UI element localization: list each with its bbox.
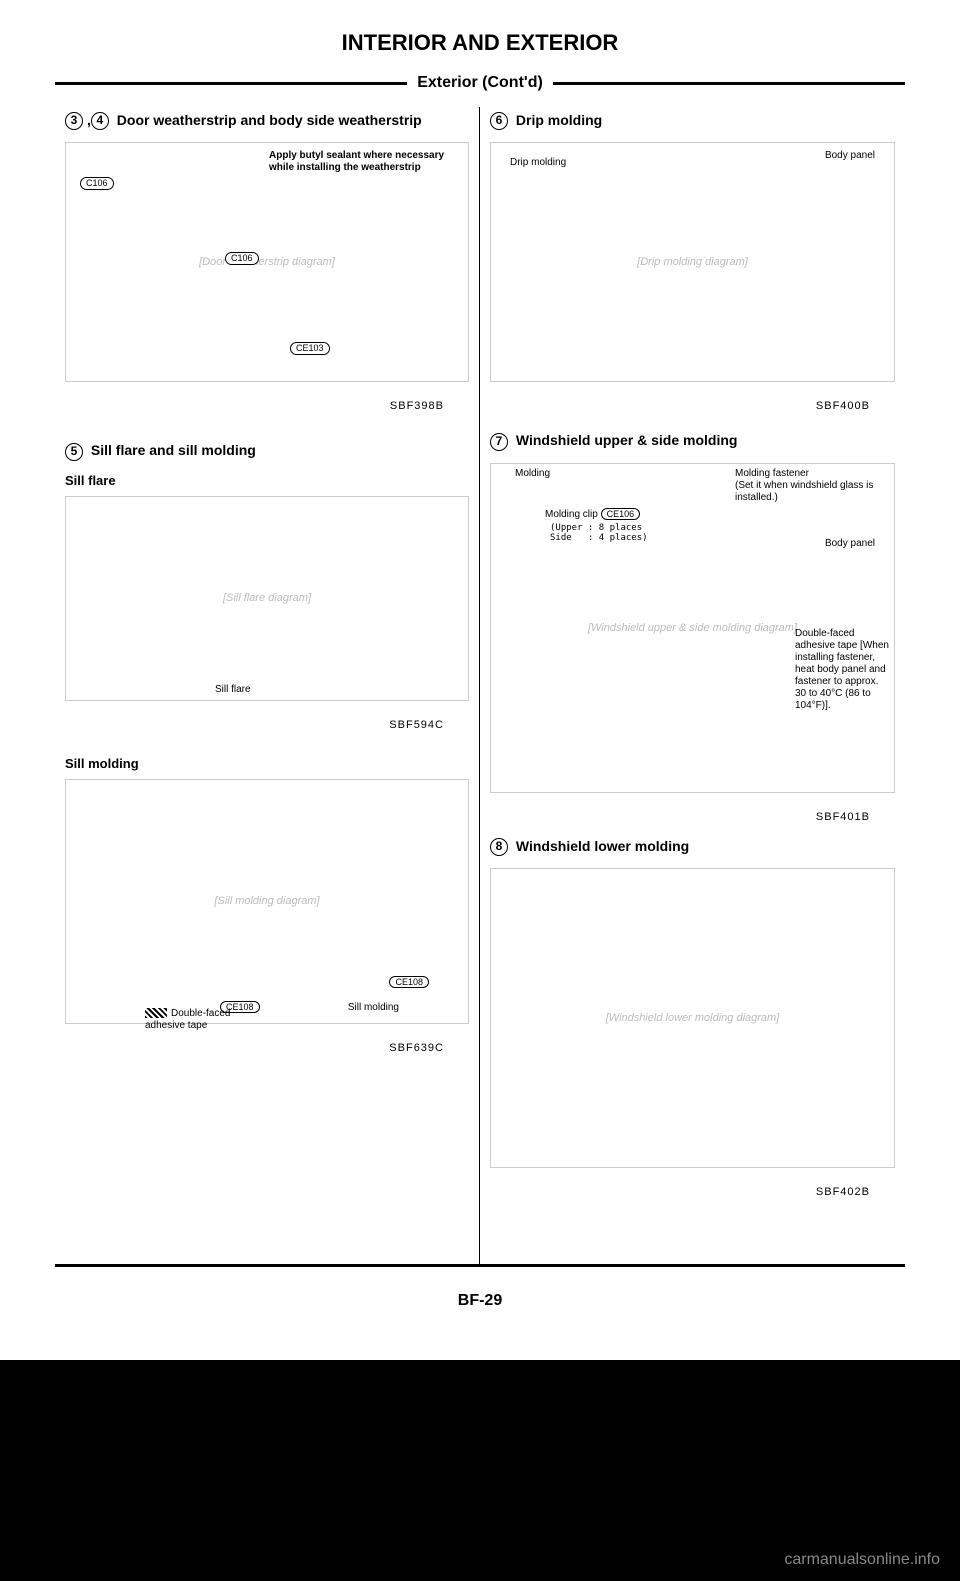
sub-sill-flare: Sill flare: [65, 473, 469, 488]
figure-drip: [Drip molding diagram] Drip molding Body…: [490, 142, 895, 392]
label-body-panel-6: Body panel: [825, 150, 875, 162]
section-34-title: 3,4 Door weatherstrip and body side weat…: [65, 112, 469, 130]
label-body-panel-7: Body panel: [825, 538, 875, 550]
page-number: BF-29: [55, 1292, 905, 1310]
fig-code-401b: SBF401B: [490, 811, 895, 823]
section-7-text: Windshield upper & side molding: [516, 432, 738, 448]
section-8-text: Windshield lower molding: [516, 838, 689, 854]
circled-7: 7: [490, 433, 508, 451]
section-5-title: 5 Sill flare and sill molding: [65, 442, 469, 460]
circled-5: 5: [65, 443, 83, 461]
sub-sill-molding: Sill molding: [65, 756, 469, 771]
subtitle: Exterior (Cont'd): [407, 74, 553, 92]
section-6-title: 6 Drip molding: [490, 112, 895, 130]
figure-drip-image: [Drip molding diagram]: [490, 142, 895, 382]
figure-windshield-lower-image: [Windshield lower molding diagram]: [490, 868, 895, 1168]
left-column: 3,4 Door weatherstrip and body side weat…: [55, 107, 480, 1264]
section-34-text: Door weatherstrip and body side weathers…: [117, 112, 422, 128]
watermark: carmanualsonline.info: [784, 1551, 940, 1569]
right-column: 6 Drip molding [Drip molding diagram] Dr…: [480, 107, 905, 1264]
figure-34-image: [Door weatherstrip diagram]: [65, 142, 469, 382]
label-clip: Molding clip CE106: [545, 508, 640, 521]
main-title: INTERIOR AND EXTERIOR: [55, 30, 905, 56]
figure-windshield-lower: [Windshield lower molding diagram]: [490, 868, 895, 1178]
label-fastener: Molding fastener (Set it when windshield…: [735, 468, 885, 504]
circled-3: 3: [65, 112, 83, 130]
circled-6: 6: [490, 112, 508, 130]
figure-34: [Door weatherstrip diagram] Apply butyl …: [65, 142, 469, 392]
fig-code-398b: SBF398B: [65, 400, 469, 412]
figure-sill-molding: [Sill molding diagram] CE108 CE108 Sill …: [65, 779, 469, 1034]
fig-code-594c: SBF594C: [65, 719, 469, 731]
manual-page: INTERIOR AND EXTERIOR Exterior (Cont'd) …: [0, 0, 960, 1360]
label-tape-left: Double-faced adhesive tape: [145, 1008, 265, 1032]
section-8-title: 8 Windshield lower molding: [490, 838, 895, 856]
section-7-title: 7 Windshield upper & side molding: [490, 432, 895, 450]
section-5-text: Sill flare and sill molding: [91, 442, 256, 458]
circled-8: 8: [490, 838, 508, 856]
note-sealant: Apply butyl sealant where necessary whil…: [269, 150, 449, 174]
clip-detail: (Upper : 8 places Side : 4 places): [550, 523, 648, 545]
rule-left: [55, 82, 407, 85]
rule-right: [553, 82, 905, 85]
label-sill-flare: Sill flare: [215, 684, 251, 696]
label-molding: Molding: [515, 468, 550, 480]
circled-4: 4: [91, 112, 109, 130]
figure-sill-flare: [Sill flare diagram] Sill flare: [65, 496, 469, 711]
callout-ce108a: CE108: [389, 976, 429, 989]
figure-windshield-upper: [Windshield upper & side molding diagram…: [490, 463, 895, 803]
callout-c106a: C106: [80, 177, 114, 190]
content-columns: 3,4 Door weatherstrip and body side weat…: [55, 107, 905, 1267]
callout-ce103: CE103: [290, 342, 330, 355]
label-sill-molding: Sill molding: [348, 1002, 399, 1014]
figure-sill-flare-image: [Sill flare diagram]: [65, 496, 469, 701]
hatch-icon: [145, 1008, 167, 1018]
subtitle-row: Exterior (Cont'd): [55, 74, 905, 92]
label-tape-7: Double-faced adhesive tape [When install…: [795, 628, 890, 712]
callout-c106b: C106: [225, 252, 259, 265]
fig-code-639c: SBF639C: [65, 1042, 469, 1054]
section-6-text: Drip molding: [516, 112, 602, 128]
fig-code-402b: SBF402B: [490, 1186, 895, 1198]
fig-code-400b: SBF400B: [490, 400, 895, 412]
label-drip-molding: Drip molding: [510, 157, 566, 169]
